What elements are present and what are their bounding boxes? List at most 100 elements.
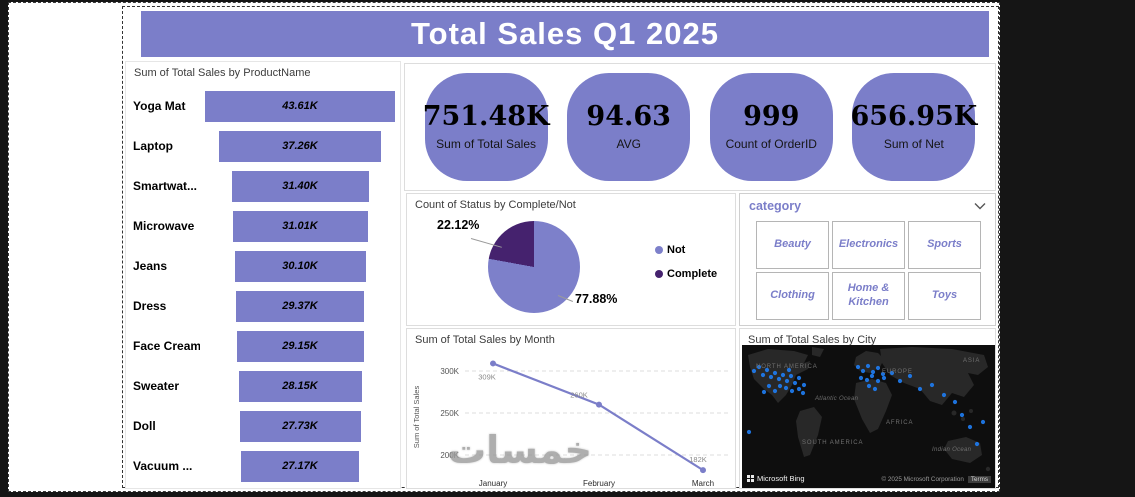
- slicer-option[interactable]: Sports: [908, 221, 981, 269]
- legend-dot: [655, 270, 663, 278]
- svg-text:March: March: [692, 479, 714, 488]
- svg-text:NORTH AMERICA: NORTH AMERICA: [756, 364, 818, 370]
- report-selection-group: Total Sales Q1 2025 Sum of Total Sales b…: [122, 6, 999, 489]
- kpi-label: Sum of Total Sales: [436, 137, 537, 151]
- funnel-bar[interactable]: 28.15K: [238, 370, 362, 402]
- funnel-row: Yoga Mat 43.61K: [126, 86, 400, 126]
- funnel-category-label: Doll: [133, 419, 156, 433]
- legend-label: Complete: [667, 268, 718, 280]
- svg-text:Indian Ocean: Indian Ocean: [932, 447, 972, 453]
- product-funnel-chart[interactable]: Sum of Total Sales by ProductName Yoga M…: [125, 61, 401, 489]
- funnel-value-label: 37.26K: [282, 140, 318, 152]
- monthly-line-chart[interactable]: Sum of Total Sales by Month 300K 250K 200K…: [406, 328, 736, 489]
- slicer-header: category: [740, 194, 995, 215]
- map-region-labels: NORTH AMERICA EUROPE ASIA Atlantic Ocean AFR…: [756, 358, 980, 453]
- funnel-value-label: 28.15K: [282, 380, 318, 392]
- funnel-bar-area: 28.15K: [200, 370, 400, 402]
- funnel-category-label: Face Cream: [133, 339, 200, 353]
- kpi-value: 751.48K: [422, 101, 550, 132]
- kpi-card[interactable]: 751.48K Sum of Total Sales: [422, 73, 550, 181]
- slicer-option[interactable]: Toys: [908, 272, 981, 320]
- kpi-card[interactable]: 999 Count of OrderID: [709, 73, 833, 181]
- funnel-bar[interactable]: 29.37K: [236, 290, 364, 322]
- funnel-row: Dress 29.37K: [126, 286, 400, 326]
- funnel-bar-area: 27.73K: [200, 410, 400, 442]
- svg-text:300K: 300K: [440, 367, 459, 376]
- status-pie-chart[interactable]: Count of Status by Complete/Not 22.12% 7…: [406, 193, 736, 326]
- funnel-value-label: 29.15K: [282, 340, 318, 352]
- funnel-row: Sweater 28.15K: [126, 366, 400, 406]
- svg-text:260K: 260K: [570, 391, 588, 400]
- funnel-value-label: 43.61K: [282, 100, 318, 112]
- legend-item[interactable]: Complete: [655, 268, 717, 280]
- svg-text:309K: 309K: [478, 372, 496, 381]
- funnel-chart-title: Sum of Total Sales by ProductName: [134, 67, 311, 79]
- funnel-category-label: Jeans: [133, 259, 168, 273]
- legend-item[interactable]: Not: [655, 244, 717, 256]
- svg-text:SOUTH AMERICA: SOUTH AMERICA: [802, 440, 863, 446]
- kpi-card[interactable]: 94.63 AVG: [567, 73, 691, 181]
- kpi-value: 94.63: [586, 101, 671, 132]
- svg-text:250K: 250K: [440, 409, 459, 418]
- terms-link[interactable]: Terms: [967, 476, 991, 483]
- svg-text:January: January: [479, 479, 507, 488]
- funnel-bar[interactable]: 27.73K: [239, 410, 361, 442]
- kpi-value: 999: [743, 101, 800, 132]
- line-chart-plot[interactable]: 300K 250K 200K Sum of Total Sales 309K Januar…: [407, 345, 736, 489]
- funnel-bar[interactable]: 30.10K: [234, 250, 366, 282]
- funnel-value-label: 27.17K: [282, 460, 318, 472]
- svg-text:February: February: [583, 479, 615, 488]
- bing-logo[interactable]: Microsoft Bing: [747, 474, 805, 483]
- kpi-label: Count of OrderID: [725, 137, 817, 151]
- kpi-cards-container: 751.48K Sum of Total Sales 94.63 AVG 999 Coun…: [405, 64, 995, 190]
- bing-grid-icon: [747, 475, 754, 482]
- funnel-value-label: 31.01K: [282, 220, 318, 232]
- kpi-card[interactable]: 656.95K Sum of Net: [850, 73, 978, 181]
- map-title: Sum of Total Sales by City: [748, 334, 877, 346]
- svg-text:AFRICA: AFRICA: [886, 420, 913, 426]
- funnel-category-label: Laptop: [133, 139, 173, 153]
- kpi-card-row: 751.48K Sum of Total Sales 94.63 AVG 999 Coun…: [404, 63, 996, 191]
- funnel-bar-area: 43.61K: [200, 90, 400, 122]
- funnel-category-label: Dress: [133, 299, 167, 313]
- pie-chart-title: Count of Status by Complete/Not: [415, 199, 576, 211]
- funnel-bar-area: 27.17K: [200, 450, 400, 482]
- title-banner: Total Sales Q1 2025: [141, 11, 989, 57]
- funnel-bar[interactable]: 31.40K: [231, 170, 369, 202]
- slicer-option[interactable]: Beauty: [756, 221, 829, 269]
- funnel-bar[interactable]: 29.15K: [236, 330, 364, 362]
- world-map[interactable]: NORTH AMERICA EUROPE ASIA Atlantic Ocean AFR…: [742, 345, 995, 488]
- kpi-value: 656.95K: [850, 101, 978, 132]
- funnel-bar-area: 31.01K: [200, 210, 400, 242]
- funnel-bar-area: 30.10K: [200, 250, 400, 282]
- line-chart-title: Sum of Total Sales by Month: [415, 334, 555, 346]
- slicer-option[interactable]: Clothing: [756, 272, 829, 320]
- slicer-option[interactable]: Home & Kitchen: [832, 272, 905, 320]
- svg-text:EUROPE: EUROPE: [882, 369, 913, 375]
- funnel-bar[interactable]: 43.61K: [205, 90, 395, 122]
- city-data-points[interactable]: [746, 363, 986, 447]
- funnel-row: Laptop 37.26K: [126, 126, 400, 166]
- svg-text:Atlantic Ocean: Atlantic Ocean: [814, 396, 859, 402]
- report-canvas: Total Sales Q1 2025 Sum of Total Sales b…: [8, 2, 1000, 492]
- continent-shapes: [748, 347, 991, 472]
- svg-text:ASIA: ASIA: [963, 358, 980, 364]
- page-title: Total Sales Q1 2025: [411, 16, 719, 51]
- category-slicer[interactable]: category Beauty Electronics Sports Clothing…: [739, 193, 996, 326]
- city-map-visual[interactable]: Sum of Total Sales by City NORTH AMER: [739, 328, 996, 489]
- chevron-down-icon[interactable]: [974, 202, 986, 210]
- funnel-category-label: Yoga Mat: [133, 99, 186, 113]
- svg-text:Sum of Total Sales: Sum of Total Sales: [412, 386, 421, 449]
- funnel-bar-area: 31.40K: [200, 170, 400, 202]
- slicer-option[interactable]: Electronics: [832, 221, 905, 269]
- funnel-row: Doll 27.73K: [126, 406, 400, 446]
- pie[interactable]: [488, 221, 580, 313]
- funnel-bar[interactable]: 37.26K: [219, 130, 381, 162]
- funnel-bar-area: 29.37K: [200, 290, 400, 322]
- funnel-row: Face Cream 29.15K: [126, 326, 400, 366]
- funnel-bar[interactable]: 31.01K: [232, 210, 368, 242]
- pie-label-complete: 22.12%: [437, 218, 480, 232]
- funnel-bar[interactable]: 27.17K: [241, 450, 359, 482]
- slicer-title: category: [749, 199, 802, 213]
- funnel-value-label: 27.73K: [282, 420, 318, 432]
